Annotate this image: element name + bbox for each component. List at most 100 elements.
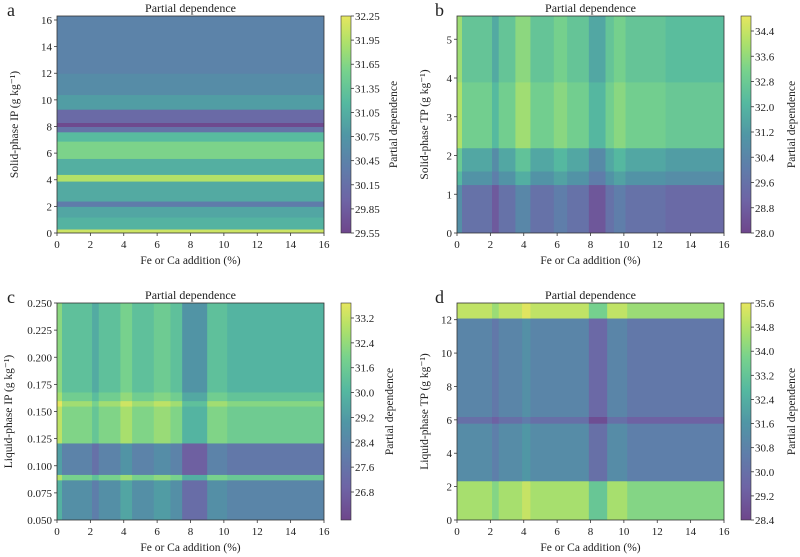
x-tick-label: 6 [554, 239, 560, 251]
heatmap-cell [567, 16, 590, 83]
colorbar-tick-label: 27.6 [355, 462, 375, 474]
y-tick-label: 3 [447, 112, 453, 124]
heatmap-cell [607, 318, 628, 418]
heatmap-cell [153, 391, 171, 402]
heatmap-cell [492, 16, 500, 83]
heatmap-cell [498, 184, 516, 233]
heatmap-cell [613, 147, 627, 172]
heatmap-cell [182, 474, 208, 481]
colorbar-tick-label: 35.6 [755, 298, 775, 310]
heatmap-cell [627, 416, 724, 424]
y-tick-label: 0.175 [27, 379, 52, 391]
heatmap-cell [530, 303, 590, 319]
heatmap-cell [457, 171, 463, 186]
x-tick-label: 0 [454, 526, 460, 538]
heatmap-cell [98, 442, 121, 475]
x-tick-label: 8 [588, 526, 594, 538]
heatmap-cell [607, 480, 628, 520]
heatmap-cell [457, 184, 463, 233]
y-axis-label: Solid-phase TP (g kg⁻¹) [419, 69, 431, 179]
heatmap-cell [553, 184, 568, 233]
heatmap-cell [605, 184, 615, 233]
heatmap-cell [530, 318, 590, 418]
heatmap-cell [462, 171, 493, 186]
panel-a: 0 2 4 6 8 10 12 14 16 0 2 4 6 8 10 12 14 16 Partial depend… [7, 0, 400, 267]
heatmap-cell [57, 406, 63, 444]
heatmap-cell [92, 474, 100, 481]
heatmap-cell [492, 171, 500, 186]
heatmap-cell [530, 416, 590, 424]
heatmap-cell [522, 303, 531, 319]
colorbar-tick-label: 31.35 [355, 83, 380, 95]
colorbar-tick-label: 28.0 [755, 228, 775, 240]
x-tick-label: 8 [188, 239, 194, 251]
heatmap-cell [530, 16, 555, 83]
panel-d: 0 2 4 6 8 10 12 14 16 0 2 4 6 8 10 12 Partial dependence… [419, 287, 798, 554]
y-tick-label: 0.050 [27, 515, 52, 527]
heatmap-cell [170, 474, 183, 481]
heatmap-cell [57, 479, 63, 520]
x-tick-label: 14 [685, 239, 697, 251]
y-tick-label: 16 [41, 15, 53, 27]
chart-title: Partial dependence [145, 1, 236, 15]
chart-title: Partial dependence [545, 1, 636, 15]
heatmap-cell [182, 442, 208, 475]
heatmap-cell [57, 131, 324, 142]
heatmap-cell [98, 474, 121, 481]
heatmap-cell [62, 479, 93, 520]
x-tick-label: 10 [618, 239, 630, 251]
colorbar-tick-label: 28.4 [755, 515, 775, 527]
heatmap-cell [567, 184, 590, 233]
heatmap-cell [57, 122, 324, 127]
heatmap-cell [57, 158, 324, 175]
heatmap-cells [57, 16, 324, 233]
colorbar-tick-label: 34.4 [755, 26, 775, 38]
heatmap-cell [530, 147, 555, 172]
heatmap-cell [462, 81, 493, 149]
colorbar-tick-label: 31.05 [355, 107, 380, 119]
heatmap-cell [665, 147, 724, 172]
heatmap-cell [553, 16, 568, 83]
colorbar-label: Partial dependence [388, 81, 400, 168]
heatmap-cell [498, 171, 516, 186]
heatmap-cell [170, 400, 183, 407]
heatmap-cell [62, 303, 93, 393]
heatmap-cell [182, 406, 208, 444]
y-tick-label: 5 [447, 34, 453, 46]
heatmap-cell [492, 303, 500, 319]
heatmap-cell [57, 174, 324, 182]
x-tick-label: 2 [488, 239, 494, 251]
x-tick-label: 16 [319, 239, 331, 251]
heatmap-cell [498, 416, 523, 424]
heatmap-cell [515, 184, 531, 233]
x-tick-label: 10 [618, 526, 630, 538]
heatmap-cell [132, 303, 155, 393]
heatmap-cell [457, 147, 463, 172]
heatmap-cell [207, 479, 228, 520]
heatmap-cell [57, 109, 324, 124]
heatmap-cell [132, 391, 155, 402]
heatmap-cell [57, 474, 63, 481]
y-tick-label: 0.100 [27, 461, 52, 473]
colorbar-tick-label: 29.2 [355, 412, 374, 424]
heatmap-cell [605, 171, 615, 186]
colorbar-tick-label: 32.0 [755, 102, 775, 114]
heatmap-cell [227, 406, 324, 444]
heatmap-cell [553, 171, 568, 186]
y-tick-label: 0.150 [27, 407, 52, 419]
heatmap-cell [613, 16, 627, 83]
colorbar-tick-label: 30.45 [355, 156, 380, 168]
heatmap-cell [182, 400, 208, 407]
y-tick-label: 12 [41, 68, 52, 80]
heatmap-cell [530, 171, 555, 186]
y-tick-label: 2 [447, 151, 453, 163]
colorbar-tick-label: 29.55 [355, 228, 380, 240]
heatmap-cell [120, 400, 133, 407]
heatmap-cell [57, 442, 63, 475]
heatmap-cell [62, 474, 93, 481]
y-axis-label: Liquid-phase TP (g kg⁻¹) [419, 353, 431, 470]
heatmap-cell [607, 303, 628, 319]
heatmap-cell [613, 171, 627, 186]
heatmap-cell [462, 147, 493, 172]
x-tick-label: 0 [54, 526, 60, 538]
